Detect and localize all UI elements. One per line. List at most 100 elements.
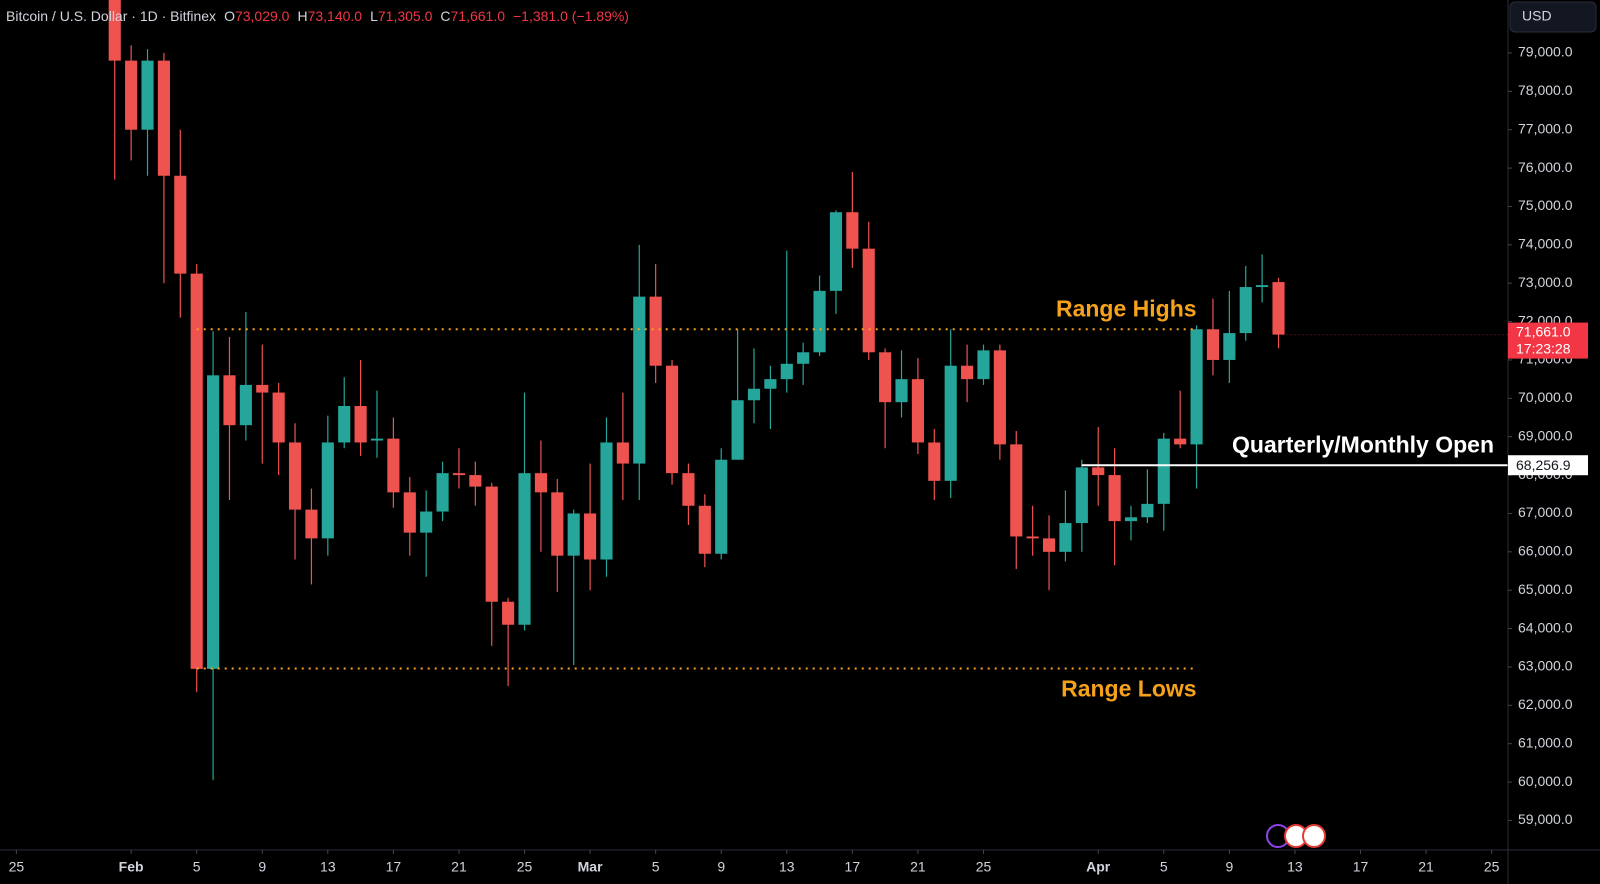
candle-body bbox=[1075, 467, 1088, 524]
candle-body bbox=[338, 406, 351, 443]
y-tick-label: 67,000.0 bbox=[1518, 504, 1573, 520]
level-label: Range Highs bbox=[1056, 295, 1197, 321]
symbol-header: Bitcoin / U.S. Dollar · 1D · Bitfinex O73… bbox=[6, 8, 629, 24]
x-tick-label: 25 bbox=[9, 859, 25, 875]
y-tick-label: 73,000.0 bbox=[1518, 274, 1573, 290]
candle-body bbox=[600, 442, 613, 560]
candle-body bbox=[1108, 475, 1121, 522]
candle-body bbox=[715, 459, 728, 554]
candle-body bbox=[846, 212, 859, 249]
y-tick-label: 60,000.0 bbox=[1518, 773, 1573, 789]
candle-body bbox=[288, 442, 302, 510]
candle-body bbox=[797, 352, 810, 364]
candle-body bbox=[1256, 285, 1269, 288]
candle-body bbox=[1206, 329, 1220, 360]
candle-body bbox=[780, 363, 793, 380]
candle-body bbox=[813, 290, 826, 353]
candle-body bbox=[862, 248, 875, 353]
event-icons bbox=[1266, 824, 1326, 848]
y-tick-label: 65,000.0 bbox=[1518, 581, 1573, 597]
x-tick-label: 17 bbox=[1353, 859, 1369, 875]
last-price-badge bbox=[1508, 322, 1588, 359]
candle-body bbox=[420, 511, 433, 533]
candle-body bbox=[256, 384, 269, 393]
candle-body bbox=[1124, 517, 1138, 522]
x-tick-label: 21 bbox=[1418, 859, 1434, 875]
candle-body bbox=[829, 212, 843, 291]
y-tick-label: 74,000.0 bbox=[1518, 236, 1573, 252]
candle-body bbox=[567, 513, 580, 556]
candle-body bbox=[911, 379, 924, 443]
candle-body bbox=[534, 473, 547, 493]
ohlc-value: 73,140.0 bbox=[307, 8, 363, 24]
candle-body bbox=[731, 400, 744, 460]
candle-body bbox=[469, 475, 482, 487]
candle-body bbox=[1092, 467, 1105, 476]
ohlc-key: O bbox=[224, 8, 235, 24]
candle-body bbox=[1010, 444, 1023, 537]
candle-body bbox=[157, 60, 170, 176]
candle-body bbox=[747, 388, 761, 401]
candle-body bbox=[174, 175, 187, 274]
ohlc-key: L bbox=[370, 8, 378, 24]
candle-body bbox=[928, 442, 941, 481]
y-tick-label: 70,000.0 bbox=[1518, 389, 1573, 405]
x-tick-label: 5 bbox=[193, 859, 201, 875]
candle-body bbox=[141, 60, 154, 130]
candle-body bbox=[1059, 523, 1072, 552]
candle-body bbox=[1157, 438, 1170, 504]
candle-body bbox=[551, 492, 564, 556]
candle-body bbox=[403, 492, 416, 533]
y-tick-label: 78,000.0 bbox=[1518, 82, 1573, 98]
x-tick-label: 17 bbox=[845, 859, 861, 875]
y-tick-label: 76,000.0 bbox=[1518, 159, 1573, 175]
candle-body bbox=[207, 375, 220, 669]
candle-body bbox=[485, 486, 498, 602]
candle-body bbox=[698, 505, 711, 554]
x-tick-label: Apr bbox=[1086, 859, 1111, 875]
currency-button[interactable] bbox=[1509, 1, 1597, 33]
price-axis-badge-label: 68,256.9 bbox=[1516, 457, 1571, 473]
x-tick-label: 13 bbox=[320, 859, 336, 875]
x-tick-label: 5 bbox=[652, 859, 660, 875]
candle-body bbox=[502, 601, 515, 625]
candle-body bbox=[305, 509, 318, 539]
candle-body bbox=[387, 438, 400, 493]
x-tick-label: 17 bbox=[386, 859, 402, 875]
x-tick-label: 13 bbox=[1287, 859, 1303, 875]
candle-body bbox=[272, 392, 285, 443]
price-axis-badge bbox=[1508, 455, 1588, 476]
last-price-label: 71,661.0 bbox=[1516, 323, 1571, 339]
candle-body bbox=[1141, 503, 1154, 518]
y-tick-label: 61,000.0 bbox=[1518, 734, 1573, 750]
candle-body bbox=[649, 296, 662, 366]
candle-body bbox=[1042, 538, 1056, 552]
currency-label[interactable]: USD bbox=[1522, 8, 1552, 24]
ohlc-key: C bbox=[440, 8, 451, 24]
x-tick-label: 13 bbox=[779, 859, 795, 875]
candle-body bbox=[452, 473, 466, 476]
candle-body bbox=[1223, 333, 1236, 360]
candle-body bbox=[1190, 329, 1203, 445]
price-change: −1,381.0 (−1.89%) bbox=[513, 8, 629, 24]
y-tick-label: 75,000.0 bbox=[1518, 197, 1573, 213]
y-tick-label: 62,000.0 bbox=[1518, 696, 1573, 712]
candle-body bbox=[944, 365, 957, 481]
plot-area bbox=[108, 0, 1508, 781]
candle-body bbox=[436, 473, 449, 512]
candle-body bbox=[665, 365, 679, 474]
symbol-name[interactable]: Bitcoin / U.S. Dollar · 1D · Bitfinex bbox=[6, 8, 217, 24]
ohlc-value: 73,029.0 bbox=[234, 8, 290, 24]
candle-body bbox=[518, 473, 531, 625]
level-label: Range Lows bbox=[1061, 676, 1196, 702]
candle-body bbox=[1239, 287, 1252, 334]
level-label: Quarterly/Monthly Open bbox=[1232, 431, 1494, 457]
x-tick-label: 9 bbox=[258, 859, 266, 875]
candle-body bbox=[993, 350, 1006, 445]
candle-body bbox=[584, 513, 597, 560]
candle-body bbox=[879, 352, 892, 403]
y-tick-label: 66,000.0 bbox=[1518, 543, 1573, 559]
candle-body bbox=[1026, 536, 1039, 539]
x-tick-label: Feb bbox=[119, 859, 144, 875]
